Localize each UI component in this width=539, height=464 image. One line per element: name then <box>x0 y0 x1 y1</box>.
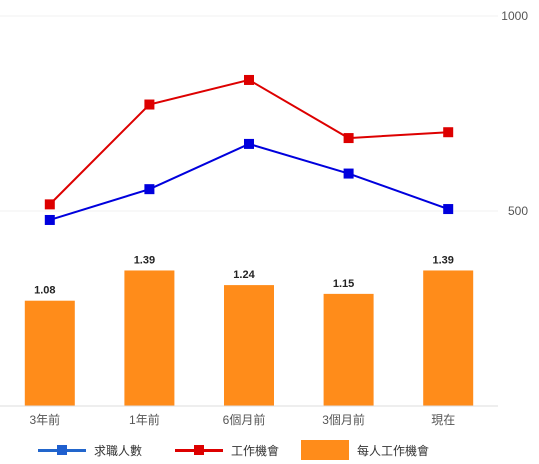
line-point-0-2[interactable] <box>244 138 254 149</box>
x-tick-label: 1年前 <box>129 412 160 427</box>
y-tick-label: 500 <box>508 204 528 218</box>
bar-data-label: 1.08 <box>34 285 55 297</box>
line-point-1-2[interactable] <box>244 74 254 85</box>
x-tick-label: 3年前 <box>29 412 60 427</box>
line-point-0-3[interactable] <box>343 168 354 179</box>
legend-item-job-openings[interactable]: 工作機會 <box>175 436 279 464</box>
bar-2[interactable] <box>224 285 274 406</box>
line-series <box>44 74 454 225</box>
legend-marker-job-seekers <box>57 444 67 455</box>
legend-item-job-seekers[interactable]: 求職人數 <box>38 436 142 464</box>
bar-3[interactable] <box>323 293 374 406</box>
gridlines <box>0 15 498 212</box>
bar-1[interactable] <box>124 270 175 406</box>
line-point-0-1[interactable] <box>144 184 155 195</box>
bar-series-per-person-jobs: 1.08 1.39 1.24 1.15 1.39 <box>24 254 474 406</box>
legend-label-jobs-per-person: 每人工作機會 <box>357 443 430 458</box>
legend-swatch-job-openings <box>175 444 223 455</box>
legend-swatch-jobs-per-person <box>301 440 349 460</box>
x-tick-label: 現在 <box>431 413 455 427</box>
line-point-1-4[interactable] <box>443 127 454 138</box>
line-point-1-3[interactable] <box>343 133 354 144</box>
x-axis: 3年前 1年前 6個月前 3個月前 現在 <box>0 405 498 427</box>
bar-data-label: 1.24 <box>233 269 255 281</box>
right-y-axis: 500 1000 <box>501 9 528 218</box>
legend-marker-job-openings <box>194 444 204 455</box>
bar-data-label: 1.39 <box>134 254 155 266</box>
line-point-0-0[interactable] <box>44 214 55 225</box>
legend-label-job-openings: 工作機會 <box>231 443 280 458</box>
line-point-0-4[interactable] <box>443 204 454 215</box>
legend: 求職人數 工作機會 每人工作機會 <box>0 436 539 464</box>
bar-data-label: 1.39 <box>432 254 453 266</box>
x-tick-label: 3個月前 <box>322 412 365 427</box>
legend-item-jobs-per-person[interactable]: 每人工作機會 <box>301 436 429 464</box>
legend-label-job-seekers: 求職人數 <box>94 443 143 458</box>
bar-0[interactable] <box>24 300 75 406</box>
line-point-1-0[interactable] <box>44 199 55 210</box>
x-tick-label: 6個月前 <box>223 412 266 427</box>
line-series-0 <box>49 142 449 221</box>
bar-data-label: 1.15 <box>333 278 354 290</box>
y-tick-label: 1000 <box>501 9 528 23</box>
legend-swatch-job-seekers <box>38 444 86 455</box>
line-point-1-1[interactable] <box>144 99 155 110</box>
bar-4[interactable] <box>423 270 474 406</box>
